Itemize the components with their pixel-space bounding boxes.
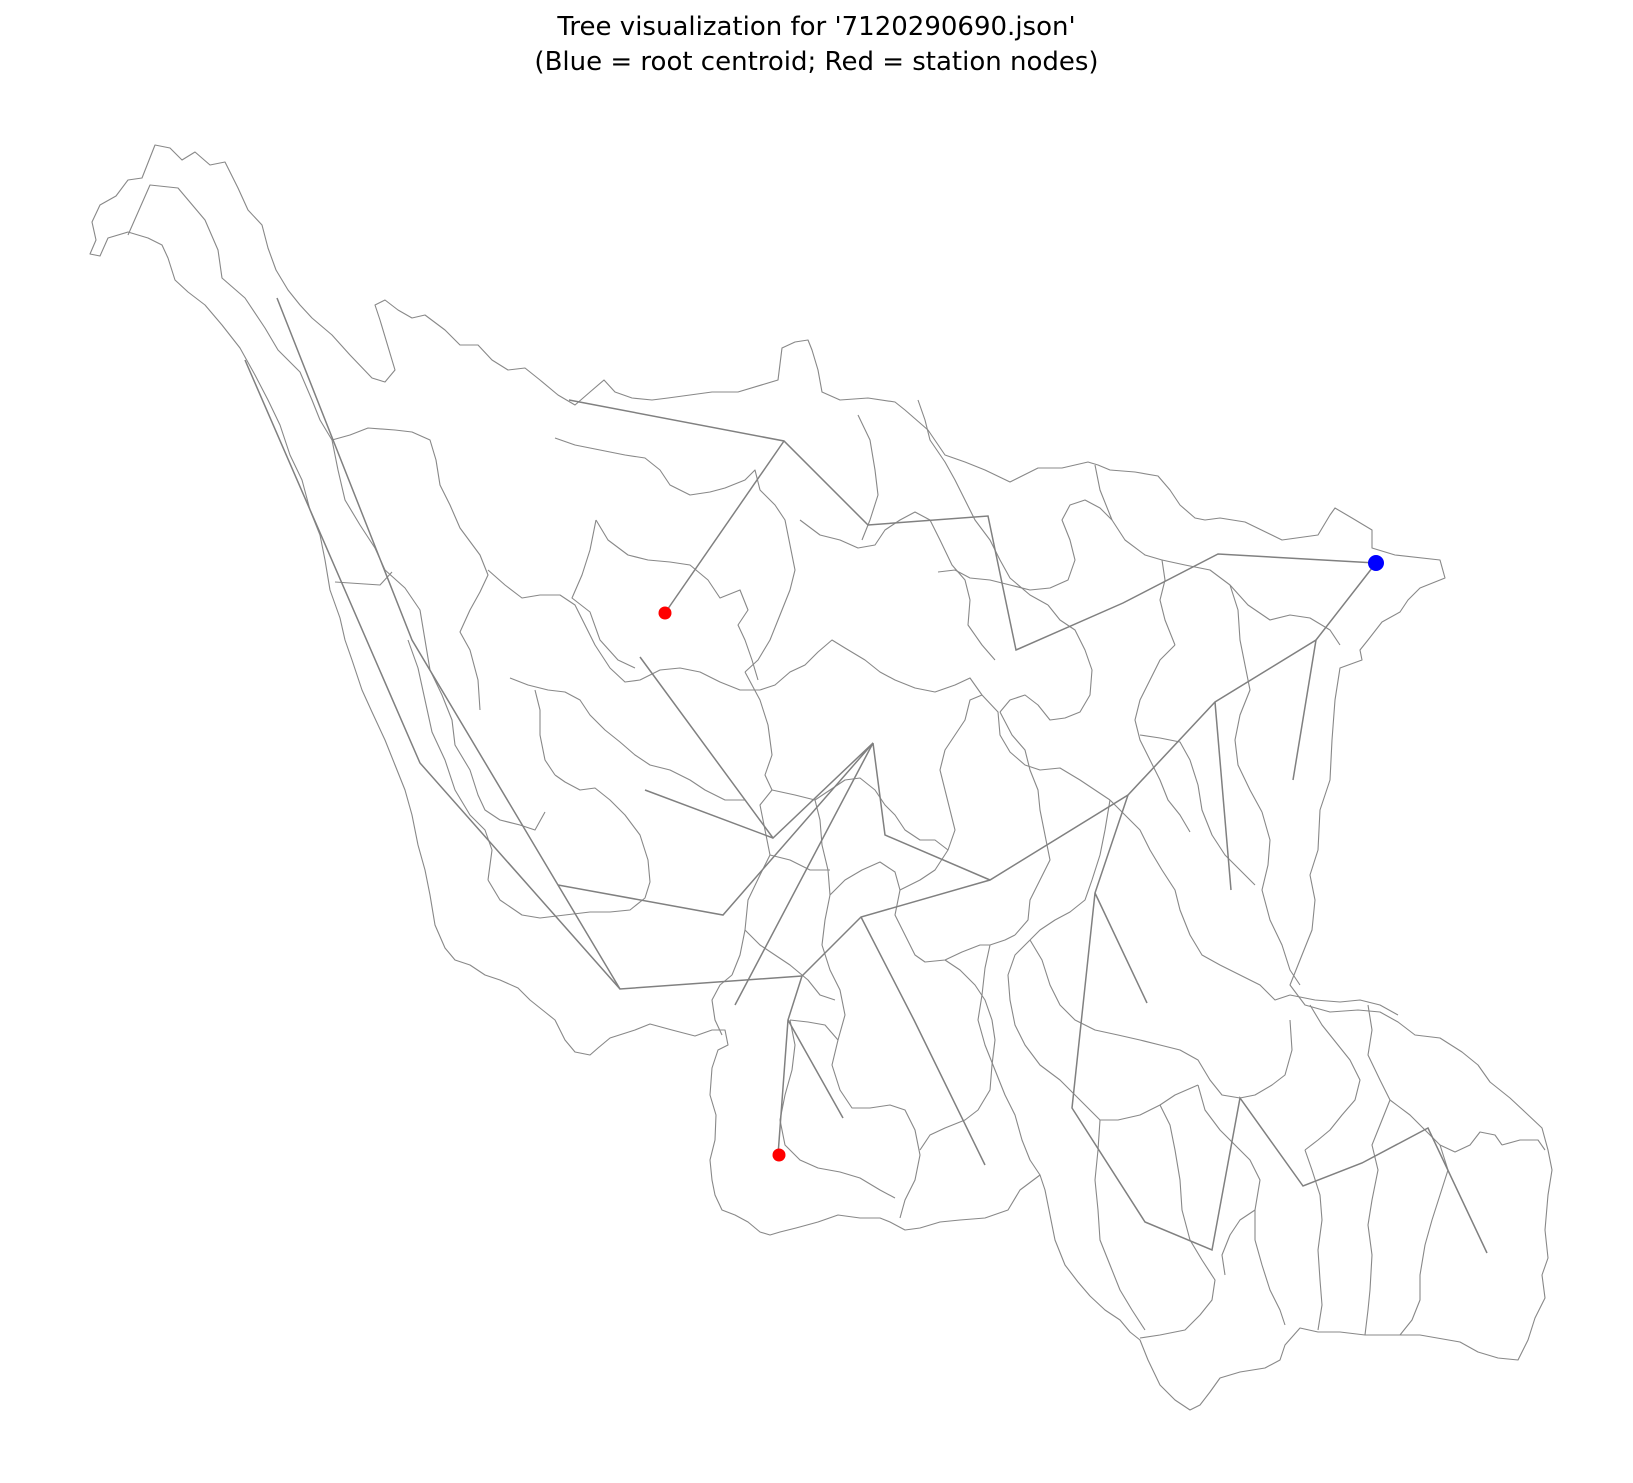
sub-basin-divide <box>917 399 1049 606</box>
sub-basin-divide <box>1029 939 1293 1099</box>
sub-basin-divide <box>829 861 990 963</box>
sub-basin-divide <box>1007 939 1199 1121</box>
sub-basin-divide <box>789 1019 839 1041</box>
tree-edge <box>1071 794 1488 1254</box>
tree-edge <box>787 1019 844 1119</box>
sub-basin-divide <box>1389 1099 1503 1153</box>
basin-boundaries <box>89 144 1553 1411</box>
sub-basin-divide <box>1094 464 1176 646</box>
sub-basin-divide <box>899 694 983 891</box>
tree-edge <box>244 359 621 990</box>
sub-basin-divide <box>534 689 556 776</box>
sub-basin-divide <box>731 671 773 976</box>
sub-basin-divide <box>779 1019 896 1199</box>
root-centroid-node <box>1368 555 1384 571</box>
sub-basin-divide <box>1029 799 1111 941</box>
sub-basin-divide <box>1304 1004 1361 1151</box>
sub-basin-divide <box>1161 559 1341 646</box>
tree-edge <box>872 742 991 881</box>
sub-basin-divide <box>331 427 489 711</box>
sub-basin-divide <box>1139 734 1256 886</box>
outer-basin-boundary <box>89 144 1553 1411</box>
tree-edge <box>1292 639 1317 781</box>
tree-edge <box>734 742 874 1006</box>
sub-basin-divide <box>1094 1119 1146 1331</box>
sub-basin-divide <box>331 439 546 831</box>
sub-basin-divide <box>1221 1209 1256 1276</box>
sub-basin-divide <box>127 184 333 441</box>
tree-edge <box>1094 892 1148 1004</box>
sub-basin-divide <box>744 929 836 1001</box>
sub-basin-divide <box>1289 994 1399 1016</box>
tree-edge <box>801 562 1377 977</box>
sub-basin-divide <box>487 569 760 691</box>
sub-basin-divide <box>1261 811 1301 986</box>
sub-basin-divide <box>487 774 651 919</box>
sub-basin-divide <box>407 639 493 881</box>
sub-basin-divide <box>1304 1149 1323 1331</box>
sub-basin-divide <box>799 511 996 661</box>
sub-basin-divide <box>1501 1139 1546 1151</box>
sub-basin-divide <box>1109 799 1291 1001</box>
title-line-2: (Blue = root centroid; Red = station nod… <box>534 47 1099 77</box>
sub-basin-divide <box>821 894 921 1219</box>
sub-basin-divide <box>334 571 393 586</box>
sub-basin-divide <box>595 519 759 681</box>
tree-edge <box>557 656 874 916</box>
sub-basin-divide <box>1229 584 1263 813</box>
sub-basin-divide <box>857 414 879 541</box>
sub-basin-divide <box>571 519 636 669</box>
sub-basin-divide <box>769 854 830 871</box>
title-line-1: Tree visualization for '7120290690.json' <box>557 12 1076 42</box>
sub-basin-divide <box>814 799 831 896</box>
sub-basin-divide <box>919 959 996 1151</box>
tree-edge <box>568 399 1377 652</box>
tree-nodes <box>658 555 1384 1162</box>
sub-basin-divide <box>554 437 796 673</box>
tree-edges <box>244 297 1488 1254</box>
sub-basin-divide <box>509 677 745 801</box>
station-node <box>658 606 672 620</box>
tree-edge <box>644 789 774 839</box>
sub-basin-divide <box>999 711 1051 936</box>
sub-basin-divide <box>1364 1004 1391 1336</box>
sub-basin-divide <box>759 639 1111 801</box>
sub-basin-divide <box>937 499 1113 591</box>
tree-edge <box>664 440 785 614</box>
sub-basin-divide <box>1134 644 1191 833</box>
sub-basin-divide <box>711 974 733 1036</box>
sub-basin-divide <box>1139 1104 1216 1339</box>
tree-edge <box>1214 701 1232 891</box>
sub-basin-divide <box>999 604 1093 721</box>
sub-basin-divide <box>1399 1144 1449 1336</box>
sub-basin-divide <box>1197 1084 1286 1326</box>
station-node <box>772 1148 786 1162</box>
figure-title: Tree visualization for '7120290690.json'… <box>0 10 1633 80</box>
tree-edge <box>276 297 803 990</box>
tree-edge <box>860 916 986 1166</box>
